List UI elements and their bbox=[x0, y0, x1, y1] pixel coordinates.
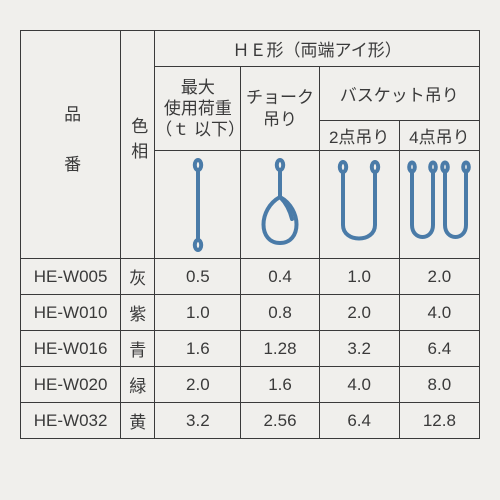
header-product-no: 品 番 bbox=[21, 31, 121, 259]
header-he-type: ＨＥ形（両端アイ形） bbox=[155, 31, 480, 67]
header-max-load-l3: （ｔ 以下） bbox=[155, 119, 240, 140]
header-basket: バスケット吊り bbox=[319, 67, 479, 121]
cell-max: 2.0 bbox=[155, 367, 241, 403]
icon-straight bbox=[155, 151, 241, 259]
table-row: HE-W010 紫 1.0 0.8 2.0 4.0 bbox=[21, 295, 480, 331]
header-four-point: 4点吊り bbox=[399, 121, 479, 151]
table-row: HE-W020 緑 2.0 1.6 4.0 8.0 bbox=[21, 367, 480, 403]
header-max-load: 最大 使用荷重 （ｔ 以下） bbox=[155, 67, 241, 151]
icon-choke bbox=[241, 151, 319, 259]
cell-max: 3.2 bbox=[155, 403, 241, 439]
cell-max: 0.5 bbox=[155, 259, 241, 295]
table-row: HE-W005 灰 0.5 0.4 1.0 2.0 bbox=[21, 259, 480, 295]
icon-basket-4pt bbox=[399, 151, 479, 259]
cell-p4: 8.0 bbox=[399, 367, 479, 403]
cell-p2: 2.0 bbox=[319, 295, 399, 331]
cell-choke: 0.8 bbox=[241, 295, 319, 331]
cell-pn: HE-W005 bbox=[21, 259, 121, 295]
cell-hue: 緑 bbox=[121, 367, 155, 403]
table-row: HE-W032 黄 3.2 2.56 6.4 12.8 bbox=[21, 403, 480, 439]
cell-p4: 6.4 bbox=[399, 331, 479, 367]
cell-p2: 4.0 bbox=[319, 367, 399, 403]
cell-p4: 12.8 bbox=[399, 403, 479, 439]
cell-hue: 灰 bbox=[121, 259, 155, 295]
header-product-no-label: 品 番 bbox=[58, 105, 83, 180]
cell-p2: 3.2 bbox=[319, 331, 399, 367]
cell-choke: 1.6 bbox=[241, 367, 319, 403]
header-choke-l2: 吊り bbox=[241, 109, 318, 130]
cell-hue: 紫 bbox=[121, 295, 155, 331]
cell-hue: 黄 bbox=[121, 403, 155, 439]
cell-hue: 青 bbox=[121, 331, 155, 367]
icon-basket-2pt bbox=[319, 151, 399, 259]
cell-choke: 0.4 bbox=[241, 259, 319, 295]
cell-choke: 1.28 bbox=[241, 331, 319, 367]
header-two-point: 2点吊り bbox=[319, 121, 399, 151]
cell-pn: HE-W032 bbox=[21, 403, 121, 439]
header-choke: チョーク 吊り bbox=[241, 67, 319, 151]
cell-pn: HE-W016 bbox=[21, 331, 121, 367]
header-max-load-l1: 最大 bbox=[155, 77, 240, 98]
cell-p2: 6.4 bbox=[319, 403, 399, 439]
table-row: HE-W016 青 1.6 1.28 3.2 6.4 bbox=[21, 331, 480, 367]
spec-table: 品 番 色相 ＨＥ形（両端アイ形） 最大 使用荷重 （ｔ 以下） チョーク 吊り… bbox=[20, 30, 480, 439]
header-max-load-l2: 使用荷重 bbox=[155, 98, 240, 119]
table-container: 品 番 色相 ＨＥ形（両端アイ形） 最大 使用荷重 （ｔ 以下） チョーク 吊り… bbox=[0, 0, 500, 459]
cell-p4: 2.0 bbox=[399, 259, 479, 295]
cell-choke: 2.56 bbox=[241, 403, 319, 439]
cell-pn: HE-W020 bbox=[21, 367, 121, 403]
cell-p2: 1.0 bbox=[319, 259, 399, 295]
cell-max: 1.6 bbox=[155, 331, 241, 367]
header-color-hue: 色相 bbox=[121, 31, 155, 259]
cell-max: 1.0 bbox=[155, 295, 241, 331]
header-color-hue-label: 色相 bbox=[125, 117, 150, 167]
cell-pn: HE-W010 bbox=[21, 295, 121, 331]
cell-p4: 4.0 bbox=[399, 295, 479, 331]
header-choke-l1: チョーク bbox=[241, 87, 318, 108]
